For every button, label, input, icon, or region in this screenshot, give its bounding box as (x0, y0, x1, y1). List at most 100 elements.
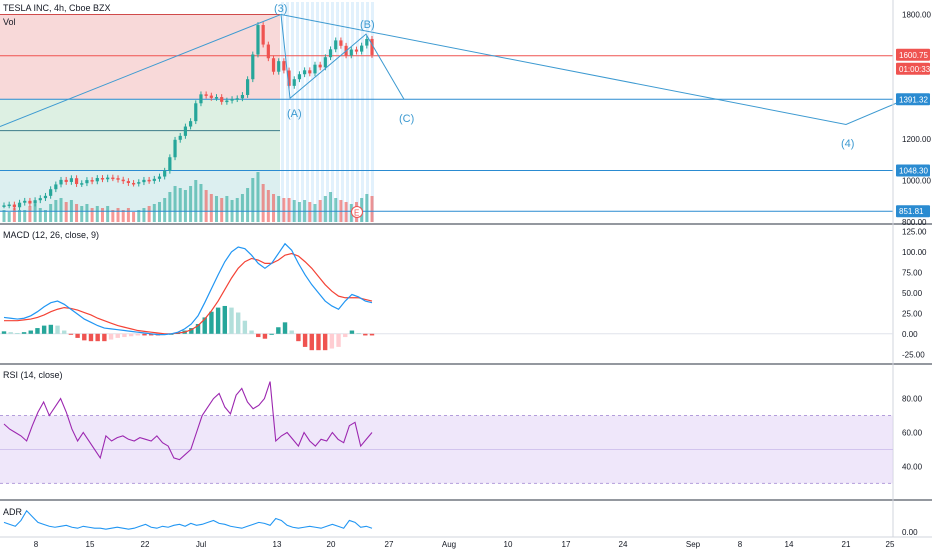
candle-body (178, 135, 182, 140)
volume-bar (308, 202, 312, 222)
rsi-tick: 40.00 (902, 462, 923, 471)
volume-bar (116, 208, 120, 222)
adr-label: ADR (3, 507, 23, 517)
time-tick: 24 (619, 540, 628, 549)
macd-histogram-bar (269, 333, 274, 335)
time-axis[interactable]: 8 15 22 Jul 13 20 27 Aug 10 17 24 Sep 8 14 21 25 (0, 536, 932, 549)
macd-histogram-bar (363, 333, 368, 336)
volume-bar (85, 204, 89, 222)
macd-histogram-bar (8, 332, 13, 334)
macd-histogram-bar (282, 322, 288, 334)
price-tag-label: 01:00:33 (899, 65, 931, 74)
candle-body (12, 204, 16, 208)
macd-histogram-bar (215, 307, 221, 334)
time-tick: Jul (196, 540, 206, 549)
time-tick: 15 (86, 540, 95, 549)
candle-body (220, 97, 224, 102)
macd-tick: 125.00 (902, 227, 927, 236)
macd-histogram-bar (356, 332, 361, 334)
candle-body (157, 176, 162, 179)
highlight-stripe (331, 2, 334, 222)
candle-body (261, 25, 265, 45)
time-tick: 10 (504, 540, 513, 549)
candle-body (334, 40, 338, 50)
candle-body (292, 79, 296, 86)
candle-body (188, 121, 193, 127)
price-tag-label: 1600.75 (899, 51, 928, 60)
volume-bar (157, 202, 161, 222)
volume-bar (251, 178, 255, 222)
macd-histogram-bar (256, 333, 261, 338)
volume-bar (12, 208, 16, 222)
volume-bar (90, 208, 94, 222)
highlight-stripe (311, 2, 314, 222)
rsi-tick: 60.00 (902, 429, 923, 438)
elliott-wave-lines[interactable]: (3) (A) (B) (C) (4) E (0, 3, 901, 218)
macd-histogram-bar (235, 312, 241, 334)
candle-body (365, 38, 369, 46)
volume-bar (297, 202, 301, 222)
candle-body (111, 177, 115, 180)
price-tick: 1200.00 (902, 135, 931, 144)
macd-histogram-bar (108, 333, 114, 340)
volume-bar (282, 198, 286, 222)
macd-histogram-bar (15, 332, 20, 334)
candle-body (256, 25, 260, 55)
candle-body (313, 64, 317, 74)
candle-body (251, 54, 255, 80)
volume-bar (126, 208, 130, 222)
wave-4-path (280, 13, 901, 125)
highlight-stripe (301, 2, 304, 222)
time-tick: 14 (785, 540, 794, 549)
macd-histogram-bar (41, 325, 47, 334)
highlight-stripe (296, 2, 299, 222)
macd-tick: 0.00 (902, 330, 918, 339)
volume-bar (106, 206, 110, 222)
level-lines (0, 13, 893, 212)
candle-body (168, 157, 172, 171)
earnings-marker (351, 206, 363, 218)
volume-bar (240, 194, 244, 222)
candle-body (209, 95, 213, 98)
signal-line (4, 252, 373, 335)
volume-bar (173, 186, 177, 222)
candle-body (282, 61, 286, 71)
macd-histogram-bar (289, 330, 294, 334)
macd-histogram-bar (102, 333, 107, 342)
price-tag (896, 205, 930, 218)
candle-body (7, 204, 11, 207)
highlight-stripe (341, 2, 344, 222)
candle-body (38, 198, 42, 201)
price-tag-label: 851.81 (899, 207, 924, 216)
earnings-marker-label: E (354, 209, 359, 218)
macd-histogram-bar (222, 305, 227, 334)
candle-body (131, 182, 136, 185)
volume-bar (225, 196, 229, 222)
candle-body (59, 179, 63, 185)
macd-histogram-bar (316, 333, 321, 351)
volume-bar (2, 210, 6, 222)
volume-bar (163, 198, 167, 222)
macd-tick: 100.00 (902, 248, 927, 257)
macd-histogram-bar (149, 333, 154, 336)
volume-bar (80, 206, 84, 222)
wave-label: (B) (360, 19, 375, 31)
macd-tick: 50.00 (902, 289, 923, 298)
volume-bar (235, 198, 239, 222)
volume-bar (323, 196, 327, 222)
candle-body (80, 183, 84, 185)
macd-tick: 25.00 (902, 309, 923, 318)
candle-body (54, 184, 58, 190)
candle-body (2, 205, 6, 207)
time-tick: 22 (141, 540, 150, 549)
macd-histogram-bar (95, 333, 100, 342)
macd-histogram-bar (249, 330, 254, 334)
volume-bar (7, 212, 11, 222)
candle-body (33, 200, 37, 204)
volume-bar (246, 188, 250, 222)
macd-histogram-bar (202, 317, 207, 334)
price-tag (896, 164, 930, 177)
volume-bar (23, 210, 27, 222)
